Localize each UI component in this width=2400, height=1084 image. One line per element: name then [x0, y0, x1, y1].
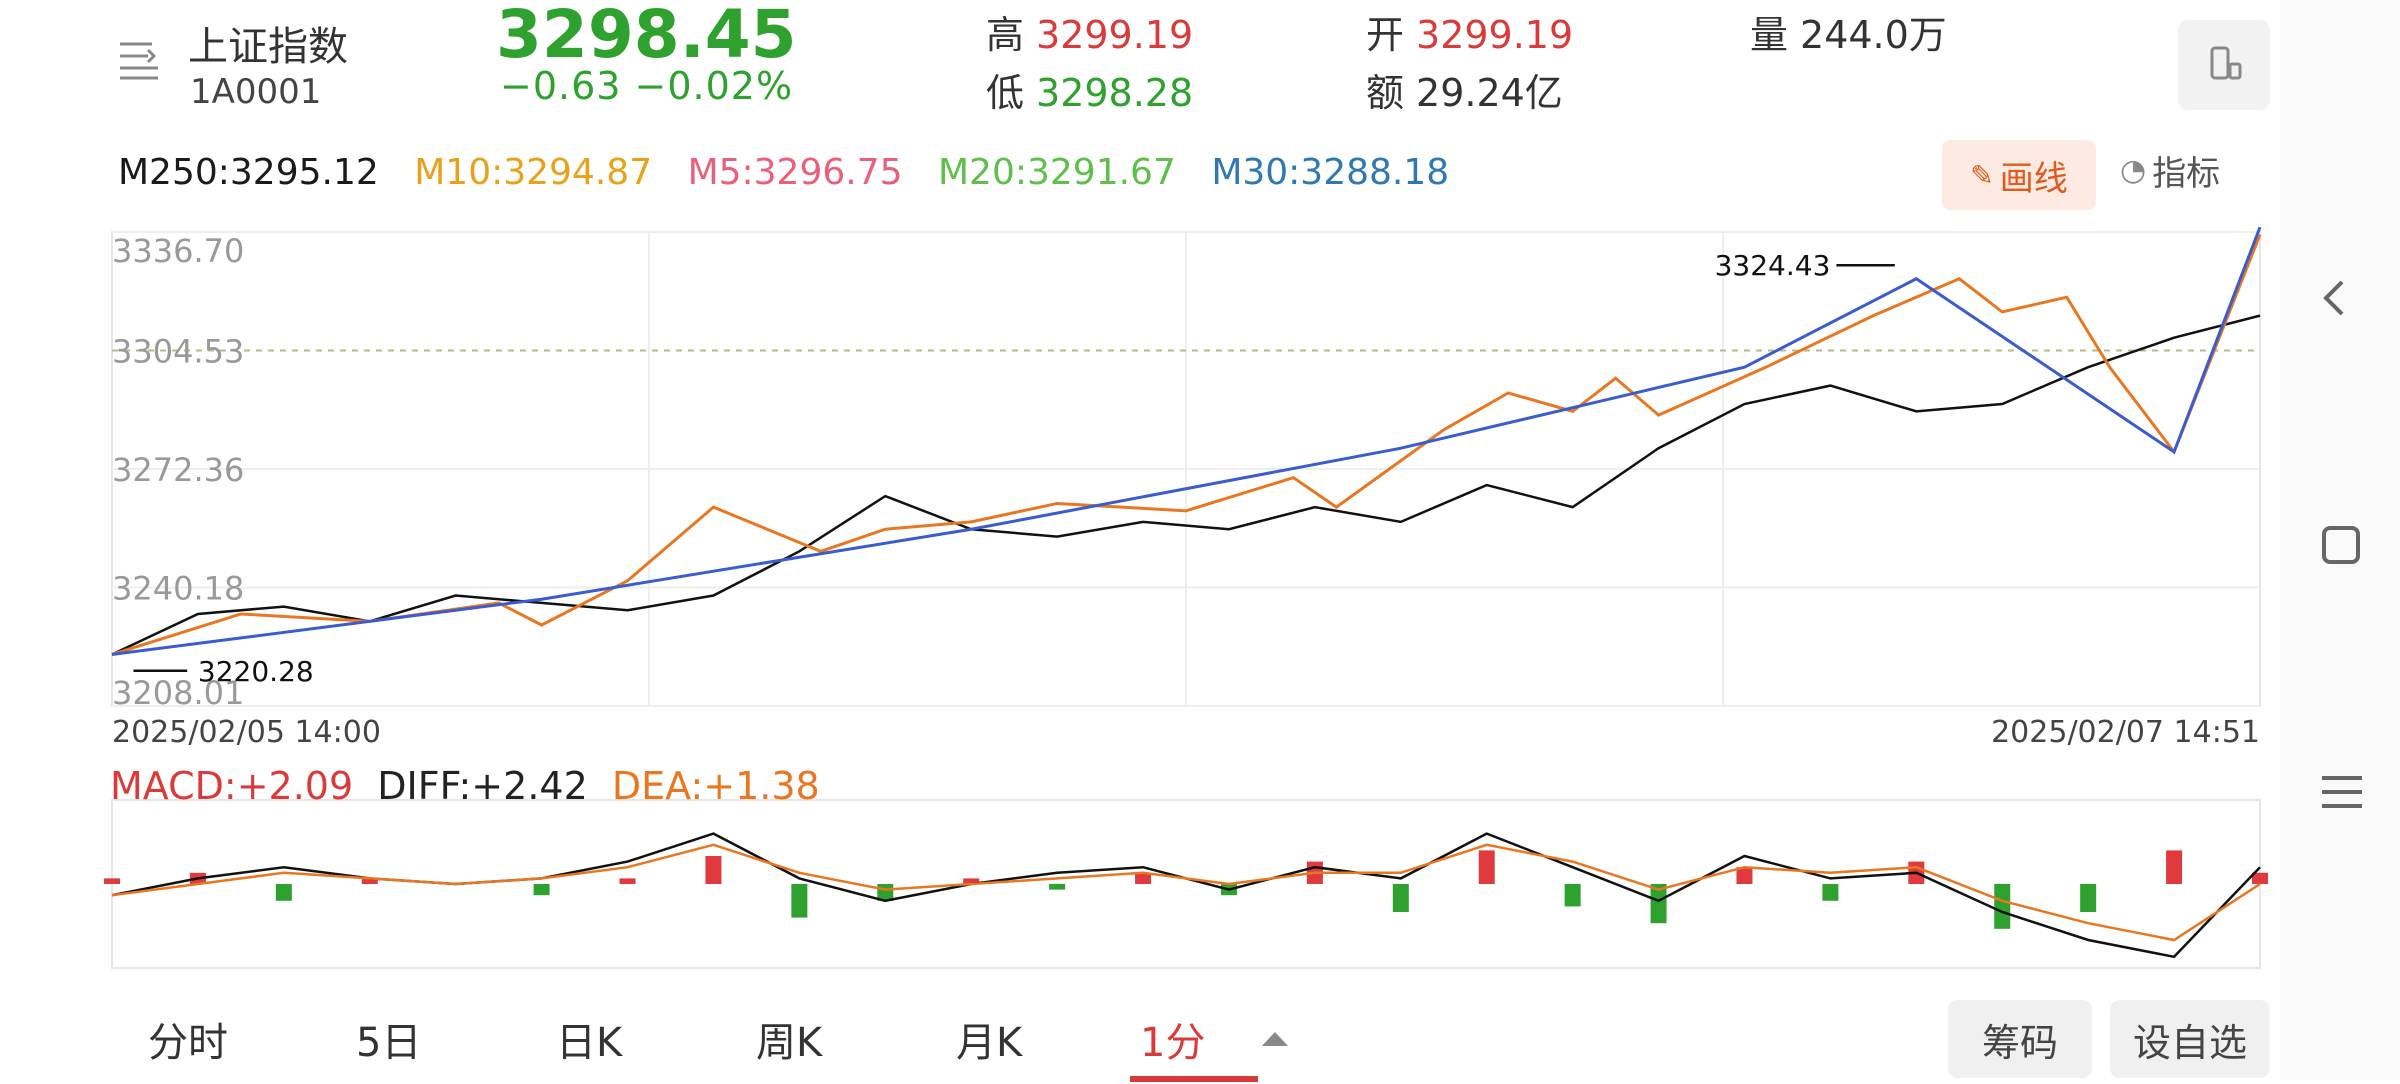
caret-up-icon[interactable] — [1260, 1028, 1290, 1048]
tab-weekly-k[interactable]: 周K — [756, 1020, 823, 1066]
amount-label: 额 — [1366, 71, 1405, 115]
system-nav-bar — [2280, 0, 2400, 1080]
high-label: 高 — [986, 13, 1025, 57]
y-tick-label: 3336.70 — [112, 232, 244, 270]
active-tab-indicator — [1130, 1076, 1258, 1082]
indicator-button[interactable]: ◔ 指标 — [2120, 146, 2220, 195]
tab-5day[interactable]: 5日 — [356, 1020, 422, 1066]
y-tick-label: 3304.53 — [112, 332, 244, 370]
macd-bar — [533, 884, 550, 896]
macd-bar — [2252, 872, 2268, 884]
recents-icon[interactable] — [2322, 776, 2362, 808]
menu-icon[interactable] — [118, 40, 166, 80]
open-label: 开 — [1366, 13, 1405, 57]
x-start-label: 2025/02/05 14:00 — [112, 715, 381, 750]
draw-line-button[interactable]: ✎ 画线 — [1942, 140, 2096, 210]
series-line-1 — [111, 234, 2262, 656]
ma-250: M250:3295.12 — [118, 152, 379, 193]
high-stat: 高 3299.19 — [986, 4, 1193, 59]
series-line-2 — [111, 226, 2262, 656]
low-value: 3298.28 — [1036, 71, 1194, 115]
low-stat: 低 3298.28 — [986, 62, 1193, 117]
tab-intraday[interactable]: 分时 — [148, 1020, 228, 1066]
back-icon[interactable] — [2323, 280, 2344, 316]
macd-bar — [1650, 884, 1667, 924]
fullscreen-button[interactable] — [2178, 20, 2270, 110]
macd-bar — [2080, 884, 2097, 912]
macd-legend: MACD:+2.09 DIFF:+2.42 DEA:+1.38 — [110, 764, 820, 808]
low-label: 低 — [986, 71, 1025, 115]
diff-line — [111, 832, 2261, 959]
macd-bar — [1822, 884, 1839, 901]
open-stat: 开 3299.19 — [1366, 4, 1573, 59]
chart-canvas[interactable]: 3336.703304.533272.363240.183208.012025/… — [0, 0, 2280, 1000]
macd-bar — [1049, 884, 1066, 890]
index-code: 1A0001 — [190, 72, 322, 112]
volume-value: 244.0万 — [1800, 13, 1947, 57]
high-value: 3299.19 — [1036, 13, 1194, 57]
pencil-icon: ✎ — [1970, 158, 1994, 192]
macd-value: MACD:+2.09 — [110, 764, 354, 808]
tab-1min[interactable]: 1分 — [1140, 1020, 1206, 1066]
ma-30: M30:3288.18 — [1211, 152, 1450, 193]
ma-10: M10:3294.87 — [414, 152, 653, 193]
macd-bar — [104, 878, 120, 884]
y-tick-label: 3272.36 — [112, 451, 244, 489]
indicator-label: 指标 — [2152, 154, 2221, 194]
tab-daily-k[interactable]: 日K — [556, 1020, 623, 1066]
series-line-0 — [111, 314, 2261, 656]
gauge-icon: ◔ — [2120, 153, 2147, 188]
diff-value: DIFF:+2.42 — [377, 764, 588, 808]
add-watchlist-button[interactable]: 设自选 — [2110, 1000, 2270, 1078]
home-icon[interactable] — [2322, 526, 2360, 564]
ma-20: M20:3291.67 — [937, 152, 1176, 193]
macd-bar — [1994, 884, 2011, 929]
draw-label: 画线 — [1999, 158, 2068, 199]
macd-bar — [1478, 850, 1495, 884]
macd-bar — [619, 878, 636, 884]
max-annotation: 3324.43 — [1715, 249, 1831, 282]
ma-5: M5:3296.75 — [687, 152, 903, 193]
volume-stat: 量 244.0万 — [1750, 4, 1947, 59]
volume-label: 量 — [1750, 13, 1789, 57]
dea-value: DEA:+1.38 — [611, 764, 820, 808]
macd-frame — [111, 799, 2261, 969]
amount-stat: 额 29.24亿 — [1366, 62, 1563, 117]
dea-line — [111, 843, 2261, 942]
y-tick-label: 3240.18 — [112, 570, 244, 608]
macd-bar — [2166, 850, 2183, 884]
phone-rotate-icon — [2210, 46, 2242, 80]
macd-bar — [361, 878, 378, 884]
ma-legend: M250:3295.12 M10:3294.87 M5:3296.75 M20:… — [118, 152, 1473, 193]
amount-value: 29.24亿 — [1416, 71, 1563, 115]
open-value: 3299.19 — [1416, 13, 1574, 57]
macd-bar — [791, 884, 808, 918]
macd-bar — [963, 878, 980, 884]
y-tick-label: 3208.01 — [112, 674, 244, 712]
macd-bar — [705, 856, 722, 884]
index-name: 上证指数 — [188, 24, 348, 70]
macd-bar — [1736, 867, 1753, 884]
x-end-label: 2025/02/07 14:51 — [1991, 715, 2260, 750]
price-change: −0.63 −0.02% — [500, 64, 794, 108]
min-annotation: 3220.28 — [198, 655, 314, 688]
macd-bar — [275, 884, 292, 901]
system-nav-icons — [2322, 280, 2362, 808]
current-price: 3298.45 — [496, 0, 797, 73]
tab-monthly-k[interactable]: 月K — [956, 1020, 1023, 1066]
macd-bar — [1135, 872, 1152, 884]
macd-bar — [1392, 884, 1409, 912]
macd-bar — [1564, 884, 1581, 907]
chips-button[interactable]: 筹码 — [1948, 1000, 2092, 1078]
